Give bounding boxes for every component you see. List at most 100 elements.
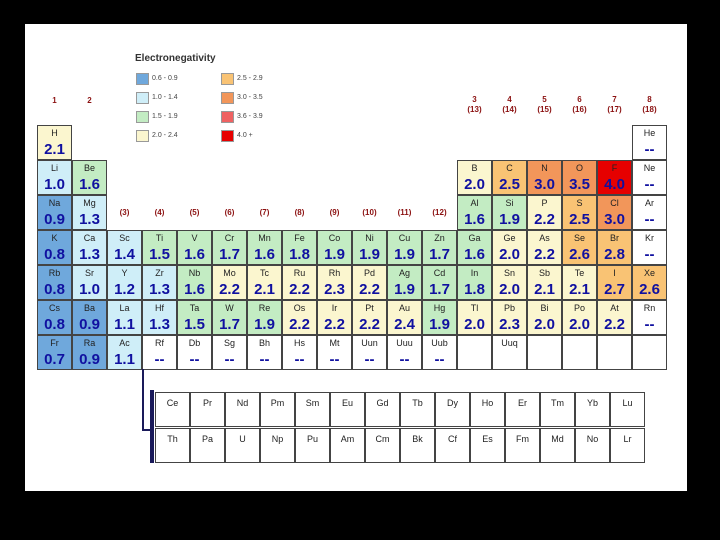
electronegativity-value: 3.0 <box>604 211 625 228</box>
electronegativity-value: 2.7 <box>604 281 625 298</box>
element-symbol: Pd <box>363 268 375 278</box>
element-symbol: Ge <box>503 233 516 243</box>
element-cell: Sg -- <box>212 335 247 370</box>
actinide-cell: Es <box>470 428 505 463</box>
element-cell: Mn 1.6 <box>247 230 282 265</box>
element-symbol: Ba <box>83 303 95 313</box>
element-symbol: P <box>541 198 548 208</box>
element-cell: I 2.7 <box>597 265 632 300</box>
element-cell: Sr 1.0 <box>72 265 107 300</box>
element-cell: Ar -- <box>632 195 667 230</box>
legend-label: 1.5 - 1.9 <box>152 113 178 120</box>
element-cell: Au 2.4 <box>387 300 422 335</box>
group-label: (9) <box>329 208 340 217</box>
electronegativity-value: 1.3 <box>79 211 100 228</box>
element-symbol: Ar <box>645 198 654 208</box>
element-symbol: Te <box>574 268 585 278</box>
element-symbol: La <box>119 303 130 313</box>
element-symbol: Mo <box>223 268 236 278</box>
element-symbol: Nd <box>236 398 249 408</box>
element-cell: Ca 1.3 <box>72 230 107 265</box>
electronegativity-value: 2.2 <box>219 281 240 298</box>
element-symbol: Cs <box>49 303 60 313</box>
electronegativity-value: 2.2 <box>534 211 555 228</box>
actinide-cell: Np <box>260 428 295 463</box>
element-symbol: Cl <box>610 198 619 208</box>
electronegativity-value: 2.2 <box>289 281 310 298</box>
electronegativity-value: 1.1 <box>114 351 135 368</box>
element-symbol: S <box>576 198 583 208</box>
legend-label: 2.5 - 2.9 <box>237 75 263 82</box>
electronegativity-value: 1.6 <box>254 246 275 263</box>
element-cell: Kr -- <box>632 230 667 265</box>
legend-item: 3.6 - 3.9 <box>221 111 376 123</box>
element-cell: Ba 0.9 <box>72 300 107 335</box>
element-symbol: Sg <box>223 338 235 348</box>
element-symbol: Pt <box>365 303 374 313</box>
element-symbol: Pu <box>306 434 318 444</box>
element-cell: Rf -- <box>142 335 177 370</box>
electronegativity-value: 2.0 <box>464 316 485 333</box>
element-symbol: Uun <box>361 338 378 348</box>
element-symbol: Uub <box>431 338 448 348</box>
element-cell: Cu 1.9 <box>387 230 422 265</box>
element-symbol: Cm <box>375 434 390 444</box>
actinide-cell: No <box>575 428 610 463</box>
lanthanide-cell: Gd <box>365 392 400 427</box>
element-symbol: Rf <box>155 338 164 348</box>
electronegativity-value: -- <box>189 351 200 368</box>
element-cell: Si 1.9 <box>492 195 527 230</box>
element-symbol: C <box>506 163 513 173</box>
element-symbol: Co <box>328 233 341 243</box>
element-symbol: Kr <box>645 233 654 243</box>
element-symbol: Yb <box>586 398 598 408</box>
electronegativity-value: 1.9 <box>429 316 450 333</box>
element-cell: Tl 2.0 <box>457 300 492 335</box>
element-cell: Po 2.0 <box>562 300 597 335</box>
element-cell: S 2.5 <box>562 195 597 230</box>
electronegativity-value: 0.9 <box>79 316 100 333</box>
lanthanide-cell: Pm <box>260 392 295 427</box>
actinide-cell: Lr <box>610 428 645 463</box>
lanthanide-cell: Ho <box>470 392 505 427</box>
group-label: (12) <box>432 208 447 217</box>
actinide-cell: Cf <box>435 428 470 463</box>
legend-swatch <box>221 111 234 123</box>
element-symbol: Er <box>518 398 527 408</box>
electronegativity-value: 3.5 <box>569 176 590 193</box>
element-symbol: Eu <box>341 398 353 408</box>
electronegativity-value: -- <box>294 351 305 368</box>
element-symbol: Hg <box>433 303 446 313</box>
group-label: 5 (15) <box>537 95 552 114</box>
element-symbol: Gd <box>376 398 389 408</box>
element-symbol: Ca <box>83 233 96 243</box>
lanthanide-cell: Ce <box>155 392 190 427</box>
electronegativity-value: 0.7 <box>44 351 65 368</box>
element-symbol: Si <box>505 198 514 208</box>
electronegativity-value: -- <box>224 351 235 368</box>
electronegativity-value: -- <box>434 351 445 368</box>
element-symbol: Ho <box>481 398 494 408</box>
element-symbol: Uuu <box>396 338 413 348</box>
electronegativity-value: -- <box>644 246 655 263</box>
element-symbol: Po <box>573 303 585 313</box>
element-symbol: Am <box>340 434 355 444</box>
electronegativity-value: 2.3 <box>324 281 345 298</box>
element-cell <box>457 335 492 370</box>
element-symbol: Cr <box>224 233 235 243</box>
electronegativity-value: -- <box>644 211 655 228</box>
electronegativity-value: 2.6 <box>639 281 660 298</box>
group-label: 8 (18) <box>642 95 657 114</box>
element-cell: Ti 1.5 <box>142 230 177 265</box>
electronegativity-value: 1.2 <box>114 281 135 298</box>
electronegativity-value: 2.0 <box>569 316 590 333</box>
actinide-cell: Th <box>155 428 190 463</box>
element-cell: Os 2.2 <box>282 300 317 335</box>
element-symbol: Ti <box>155 233 164 243</box>
element-symbol: Fm <box>516 434 529 444</box>
electronegativity-value: -- <box>644 141 655 158</box>
element-symbol: W <box>225 303 234 313</box>
element-cell: Fe 1.8 <box>282 230 317 265</box>
electronegativity-value: 2.4 <box>394 316 415 333</box>
element-cell: Rn -- <box>632 300 667 335</box>
